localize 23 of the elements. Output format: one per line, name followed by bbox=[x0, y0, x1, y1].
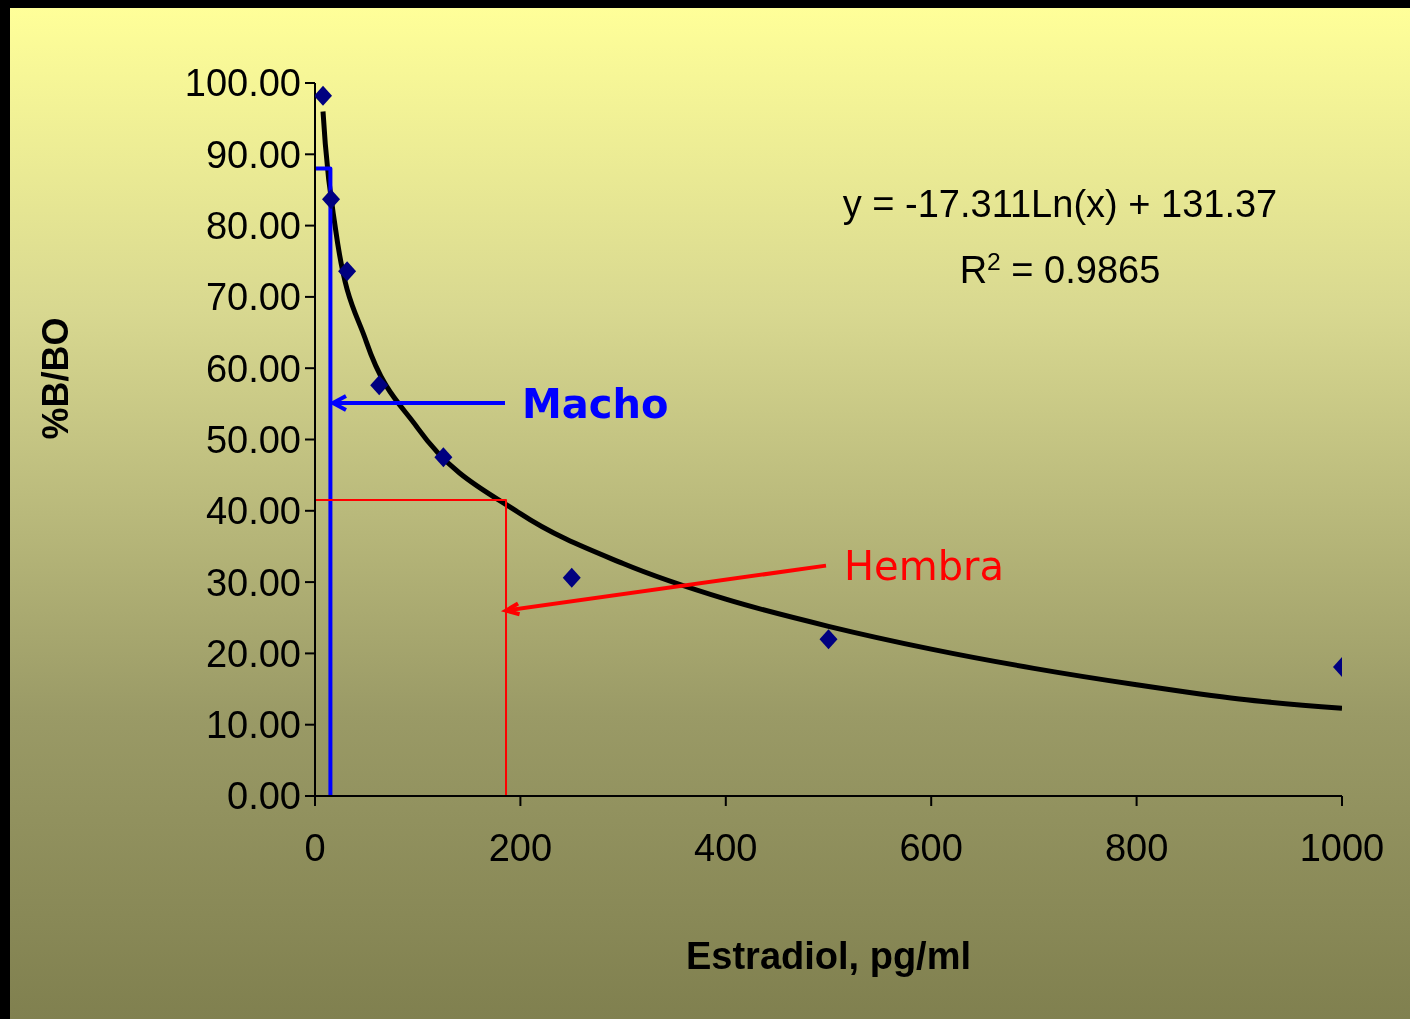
annotation: y = -17.311Ln(x) + 131.37 bbox=[842, 183, 1278, 225]
x-axis-title: Estradiol, pg/ml bbox=[685, 935, 972, 977]
y-tick-label: 50.00 bbox=[205, 418, 301, 461]
y-tick-label: 20.00 bbox=[205, 632, 301, 675]
y-tick-label: 0.00 bbox=[227, 775, 301, 818]
y-tick-label: 80.00 bbox=[205, 205, 301, 248]
x-tick-label: 1000 bbox=[1299, 826, 1385, 869]
y-tick-label: 100.00 bbox=[184, 62, 301, 105]
y-axis-title: %B/BO bbox=[34, 317, 76, 440]
y-tick-label: 40.00 bbox=[205, 490, 301, 533]
x-tick-label: 200 bbox=[488, 826, 553, 869]
y-tick-label: 90.00 bbox=[205, 133, 301, 176]
y-tick-label: 10.00 bbox=[205, 704, 301, 747]
annotation: Macho bbox=[522, 381, 669, 427]
x-tick-label: 600 bbox=[899, 826, 963, 869]
annotation: R$^{2}$ = 0.9865 bbox=[959, 247, 1161, 291]
y-tick-label: 60.00 bbox=[205, 347, 301, 390]
x-tick-label: 0 bbox=[304, 826, 326, 869]
annotation: Hembra bbox=[844, 542, 1005, 589]
x-tick-label: 800 bbox=[1104, 826, 1169, 869]
x-tick-label: 400 bbox=[694, 826, 758, 869]
y-tick-label: 70.00 bbox=[205, 276, 301, 319]
y-tick-label: 30.00 bbox=[205, 561, 301, 604]
